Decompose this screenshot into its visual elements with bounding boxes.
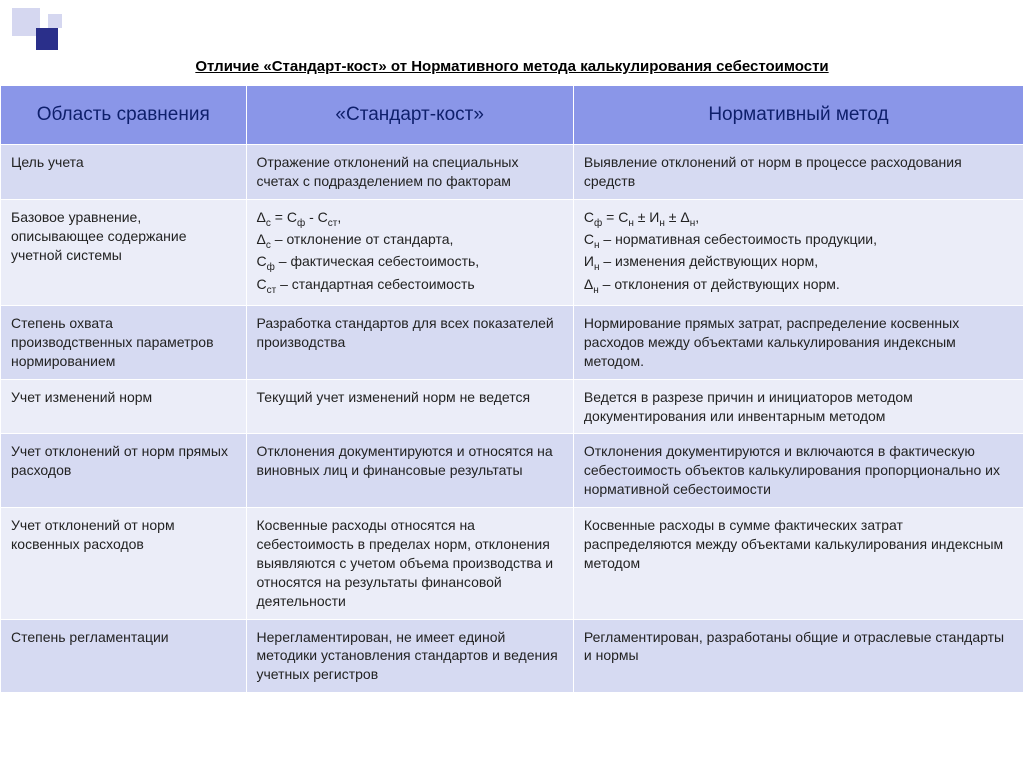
table-row: Учет отклонений от норм прямых расходов … bbox=[1, 434, 1024, 508]
cell-standard: Нерегламентирован, не имеет единой метод… bbox=[246, 619, 573, 693]
header-col3: Нормативный метод bbox=[573, 86, 1023, 145]
table-row: Базовое уравнение, описывающее содержани… bbox=[1, 199, 1024, 305]
cell-area: Базовое уравнение, описывающее содержани… bbox=[1, 199, 247, 305]
cell-area: Цель учета bbox=[1, 145, 247, 200]
cell-normative: Отклонения документируются и включаются … bbox=[573, 434, 1023, 508]
cell-area: Учет отклонений от норм прямых расходов bbox=[1, 434, 247, 508]
table-row: Учет изменений норм Текущий учет изменен… bbox=[1, 379, 1024, 434]
header-col2: «Стандарт-кост» bbox=[246, 86, 573, 145]
cell-area: Степень охвата производственных параметр… bbox=[1, 305, 247, 379]
cell-area: Учет отклонений от норм косвенных расход… bbox=[1, 508, 247, 619]
cell-area: Степень регламентации bbox=[1, 619, 247, 693]
cell-normative: Сф = Сн ± Ин ± Δн, Сн – нормативная себе… bbox=[573, 199, 1023, 305]
cell-standard: Отражение отклонений на специальных счет… bbox=[246, 145, 573, 200]
cell-normative: Регламентирован, разработаны общие и отр… bbox=[573, 619, 1023, 693]
cell-standard: Текущий учет изменений норм не ведется bbox=[246, 379, 573, 434]
table-row: Степень регламентации Нерегламентирован,… bbox=[1, 619, 1024, 693]
cell-normative: Ведется в разрезе причин и инициаторов м… bbox=[573, 379, 1023, 434]
decor-square-small bbox=[48, 14, 62, 28]
cell-normative: Выявление отклонений от норм в процессе … bbox=[573, 145, 1023, 200]
decor-square-dark bbox=[36, 28, 58, 50]
cell-normative: Нормирование прямых затрат, распределени… bbox=[573, 305, 1023, 379]
comparison-table: Область сравнения «Стандарт-кост» Нормат… bbox=[0, 85, 1024, 693]
cell-normative: Косвенные расходы в сумме фактических за… bbox=[573, 508, 1023, 619]
cell-standard: Косвенные расходы относятся на себестоим… bbox=[246, 508, 573, 619]
corner-decoration bbox=[0, 0, 120, 50]
table-row: Степень охвата производственных параметр… bbox=[1, 305, 1024, 379]
cell-standard: Отклонения документируются и относятся н… bbox=[246, 434, 573, 508]
table-header-row: Область сравнения «Стандарт-кост» Нормат… bbox=[1, 86, 1024, 145]
table-row: Учет отклонений от норм косвенных расход… bbox=[1, 508, 1024, 619]
cell-standard: Разработка стандартов для всех показател… bbox=[246, 305, 573, 379]
header-col1: Область сравнения bbox=[1, 86, 247, 145]
page-title: Отличие «Стандарт-кост» от Нормативного … bbox=[0, 0, 1024, 85]
cell-standard: Δс = Сф - Сст, Δс – отклонение от станда… bbox=[246, 199, 573, 305]
table-row: Цель учета Отражение отклонений на специ… bbox=[1, 145, 1024, 200]
cell-area: Учет изменений норм bbox=[1, 379, 247, 434]
